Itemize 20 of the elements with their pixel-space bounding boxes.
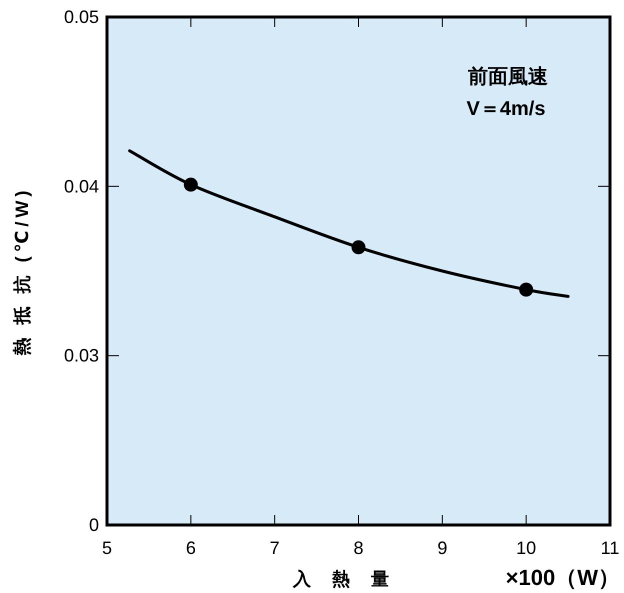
annotation: V＝4m/s: [466, 98, 546, 120]
y-tick-label: 0: [88, 515, 99, 535]
point: [184, 178, 198, 192]
x-tick-label: 8: [353, 538, 364, 558]
line-series: [128, 149, 570, 298]
x-tick-label: 10: [516, 538, 536, 558]
x-tick-label: 7: [270, 538, 280, 558]
x-axis-title: 入 熱 量: [292, 569, 398, 589]
y-axis-title: 熱 抵 抗 (℃/W): [12, 186, 32, 356]
annotation: 前面風速: [467, 66, 548, 88]
y-tick-label: 0.04: [64, 176, 99, 196]
x-tick-label: 6: [186, 538, 196, 558]
point: [519, 282, 534, 297]
text: ×100（W）: [506, 565, 620, 590]
y-tick-label: 0.03: [64, 346, 99, 366]
point: [352, 240, 366, 254]
x-tick-label: 5: [102, 538, 112, 558]
x-tick-label: 11: [600, 538, 620, 558]
y-tick-label: 0.05: [64, 7, 99, 27]
x-tick-label: 9: [437, 538, 448, 558]
